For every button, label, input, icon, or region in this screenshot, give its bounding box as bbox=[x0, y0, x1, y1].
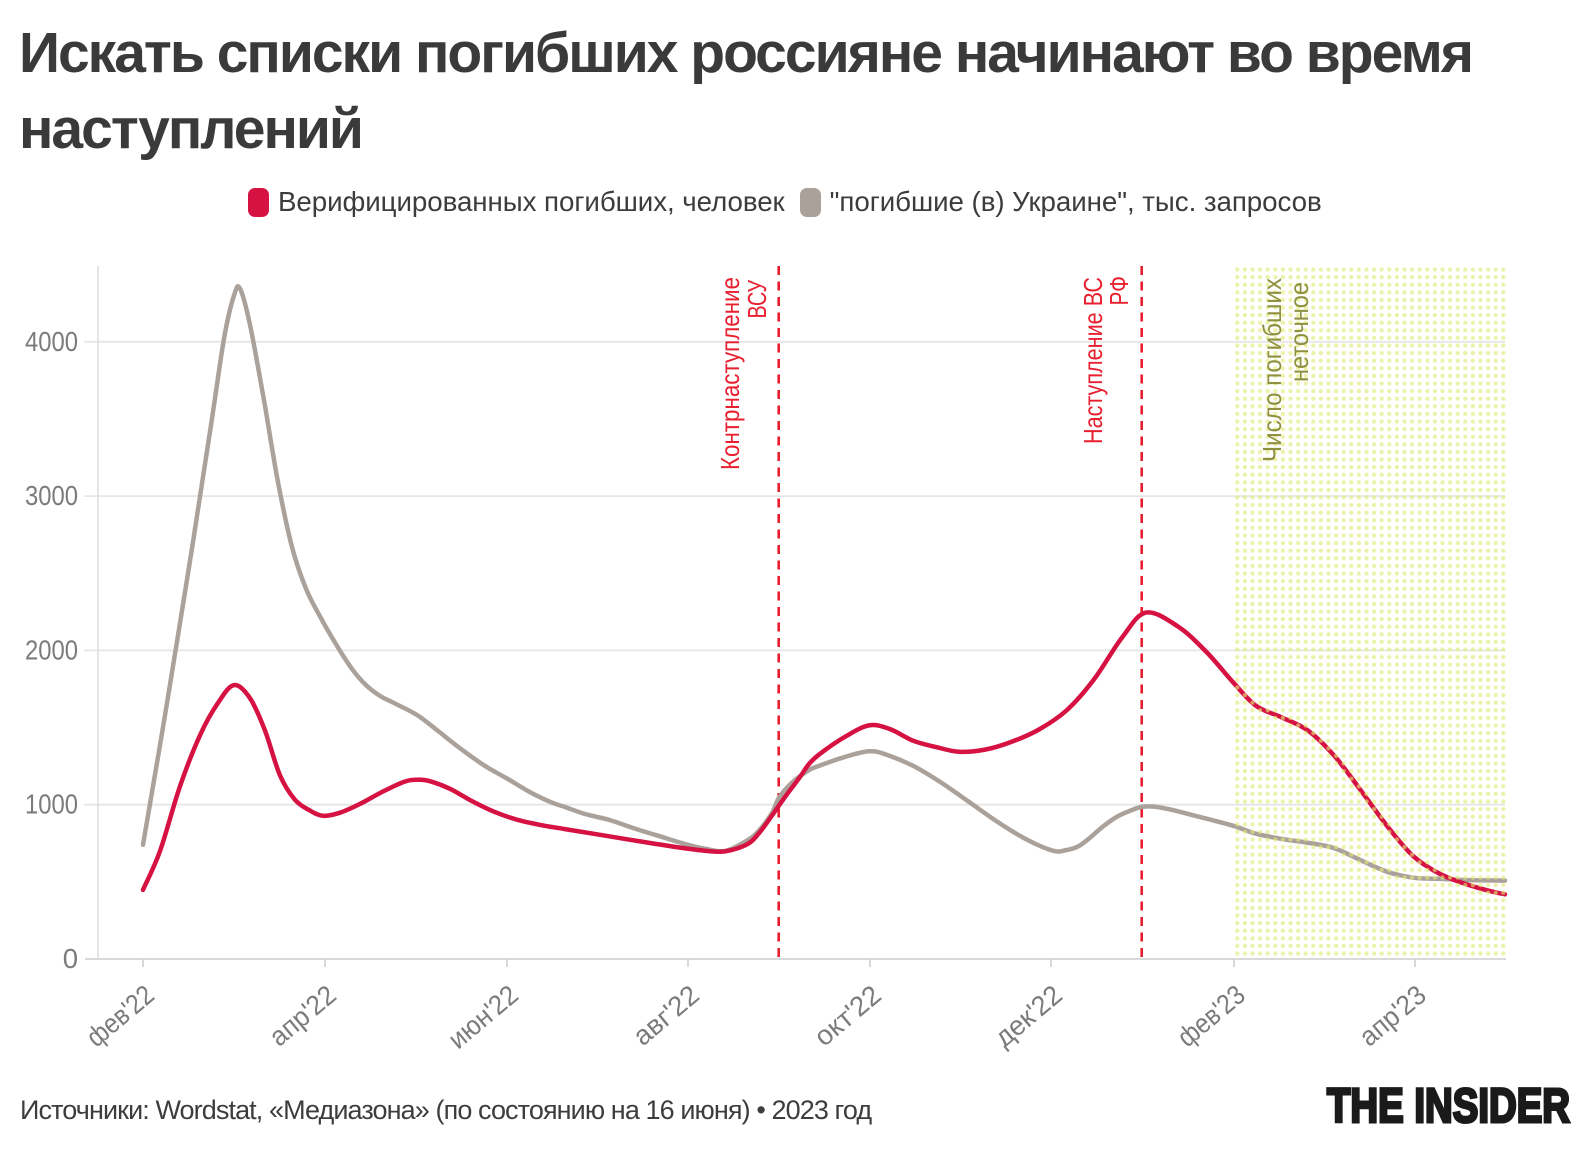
svg-text:ВСУ: ВСУ bbox=[742, 280, 772, 319]
svg-text:дек'22: дек'22 bbox=[988, 979, 1068, 1053]
svg-text:Число погибших: Число погибших bbox=[1257, 278, 1287, 462]
svg-text:Контрнаступление: Контрнаступление bbox=[715, 277, 745, 470]
svg-text:апр'23: апр'23 bbox=[1353, 979, 1432, 1052]
svg-text:июн'22: июн'22 bbox=[442, 979, 524, 1055]
svg-text:фев'22: фев'22 bbox=[80, 979, 160, 1053]
svg-text:неточное: неточное bbox=[1284, 282, 1314, 382]
svg-text:4000: 4000 bbox=[25, 326, 78, 357]
svg-text:THE INSIDER: THE INSIDER bbox=[1327, 1079, 1570, 1133]
svg-text:фев'23: фев'23 bbox=[1171, 979, 1251, 1053]
svg-text:апр'22: апр'22 bbox=[263, 979, 342, 1052]
svg-text:3000: 3000 bbox=[25, 480, 78, 511]
svg-text:2000: 2000 bbox=[25, 634, 78, 665]
svg-text:РФ: РФ bbox=[1104, 276, 1134, 306]
svg-text:1000: 1000 bbox=[25, 789, 78, 820]
svg-text:авг'22: авг'22 bbox=[627, 979, 705, 1052]
svg-text:0: 0 bbox=[63, 943, 78, 974]
svg-text:окт'22: окт'22 bbox=[808, 979, 887, 1052]
svg-text:Наступление ВС: Наступление ВС bbox=[1078, 277, 1108, 444]
